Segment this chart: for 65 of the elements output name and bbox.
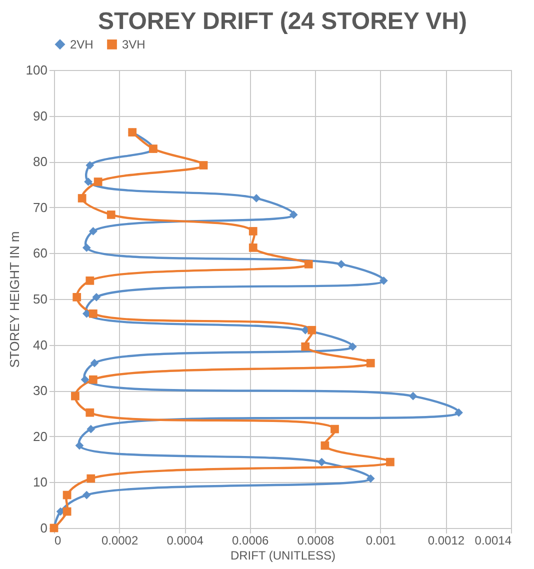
y-axis-title: STOREY HEIGHT IN m (6, 231, 22, 368)
point (317, 458, 326, 466)
point (366, 474, 375, 483)
y-tick-label: 40 (33, 337, 48, 352)
point (408, 392, 418, 400)
point (71, 392, 80, 400)
point (248, 227, 258, 236)
point (386, 458, 394, 466)
x-tick-label: 0.0006 (232, 534, 270, 548)
x-tick-label: 0.0008 (297, 534, 334, 548)
x-tick-label: 0.001 (366, 534, 396, 548)
x-tick-label: 0.0002 (101, 534, 138, 548)
point (86, 474, 96, 483)
y-tick-label: 0 (40, 520, 48, 536)
y-tick-label: 100 (26, 62, 48, 78)
point (80, 375, 90, 384)
point (62, 490, 72, 500)
point (289, 210, 298, 219)
point (82, 244, 91, 252)
point (75, 441, 84, 450)
chart-title: STOREY DRIFT (24 STOREY VH) (98, 8, 467, 35)
point (86, 276, 94, 285)
point (78, 194, 86, 202)
point (94, 178, 102, 186)
point (330, 424, 339, 434)
point (92, 292, 101, 302)
point (380, 276, 388, 285)
point (72, 292, 82, 302)
point (366, 358, 375, 368)
x-tick-label: 0.0014 (474, 534, 512, 548)
point (86, 408, 94, 417)
point (88, 375, 98, 384)
point (252, 194, 261, 202)
point (90, 358, 99, 368)
y-tick-label: 20 (33, 428, 48, 444)
point (348, 342, 357, 351)
point (84, 178, 92, 186)
y-tick-label: 60 (33, 246, 48, 261)
x-tick-label: 0 (54, 534, 62, 548)
legend-label: 2VH (70, 37, 94, 52)
point (86, 424, 96, 434)
y-tick-label: 70 (33, 200, 48, 215)
y-tick-label: 30 (33, 383, 48, 398)
point (88, 227, 98, 236)
point (199, 161, 208, 170)
legend-label: 3VH (122, 37, 146, 52)
point (248, 244, 258, 252)
point (301, 342, 310, 351)
point (82, 490, 91, 500)
point (320, 441, 330, 450)
y-tick-label: 80 (33, 154, 48, 170)
point (337, 260, 346, 268)
point (88, 309, 98, 318)
point (62, 507, 72, 516)
y-tick-label: 90 (33, 108, 48, 124)
point (106, 210, 116, 219)
point (308, 326, 316, 334)
point (86, 161, 94, 170)
x-tick-label: 0.0004 (166, 534, 204, 548)
x-axis-title: DRIFT (UNITLESS) (230, 548, 336, 562)
point (454, 408, 463, 417)
y-tick-label: 50 (33, 292, 48, 306)
x-tick-label: 0.0012 (428, 534, 465, 548)
point (304, 260, 313, 268)
y-tick-label: 10 (33, 474, 48, 490)
